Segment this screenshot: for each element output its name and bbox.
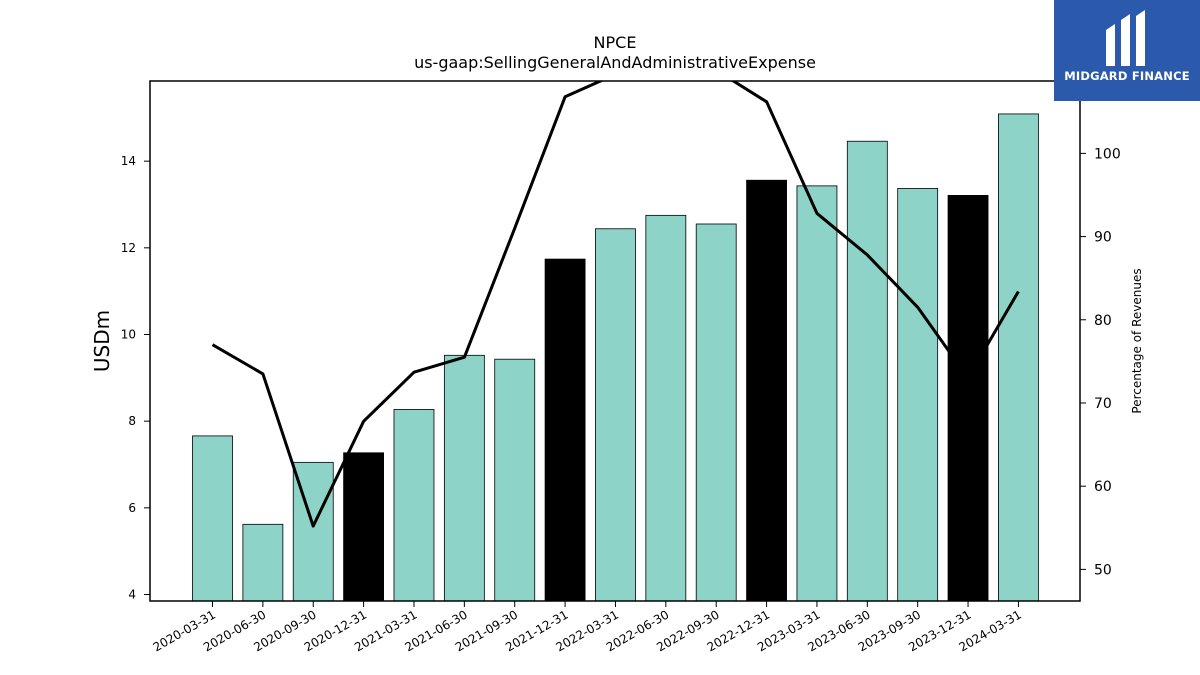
brand-logo: MIDGARD FINANCE xyxy=(1054,0,1200,101)
bar-2022-06-30 xyxy=(645,214,687,602)
bar-2021-12-31 xyxy=(544,258,586,602)
bar-2022-09-30 xyxy=(695,223,737,602)
y2-tick-label: 90 xyxy=(1094,230,1112,246)
chart-title: NPCE xyxy=(594,33,637,52)
y-tick-label: 14 xyxy=(121,154,136,168)
logo-mark-icon xyxy=(1106,10,1145,66)
bar-2023-09-30 xyxy=(897,188,939,602)
y-axis-right: 50 60 70 80 90 100 xyxy=(1080,146,1121,578)
bar-series xyxy=(192,113,1039,602)
y-tick-label: 10 xyxy=(121,328,136,342)
bar-2020-06-30 xyxy=(242,523,284,602)
y-tick-label: 12 xyxy=(121,241,136,255)
line-series xyxy=(211,81,1020,528)
y2-tick-label: 70 xyxy=(1094,396,1112,412)
bar-2022-12-31 xyxy=(746,179,787,602)
bar-2023-03-31 xyxy=(796,185,838,602)
y2-tick-label: 60 xyxy=(1094,479,1112,495)
y-tick-label: 4 xyxy=(128,588,136,602)
percentage-line xyxy=(211,81,1020,528)
y2-tick-label: 80 xyxy=(1094,313,1112,329)
y-tick-label: 6 xyxy=(128,501,136,515)
bar-2022-03-31 xyxy=(595,228,636,602)
y-axis-left: 4 6 8 10 12 14 xyxy=(121,154,150,602)
y2-tick-label: 100 xyxy=(1094,146,1121,162)
logo-text: MIDGARD FINANCE xyxy=(1064,69,1190,83)
bar-2020-03-31 xyxy=(192,435,233,602)
y-tick-label: 8 xyxy=(128,414,136,428)
y2-axis-label: Percentage of Revenues xyxy=(1130,268,1144,413)
bar-2024-03-31 xyxy=(998,113,1039,602)
bar-2021-06-30 xyxy=(443,354,485,602)
bar-2023-06-30 xyxy=(846,140,888,602)
y2-tick-label: 50 xyxy=(1094,562,1112,578)
chart-subtitle: us-gaap:SellingGeneralAndAdministrativeE… xyxy=(414,53,816,72)
y-axis-label: USDm xyxy=(90,310,114,372)
bar-2023-12-31 xyxy=(947,194,989,602)
x-axis: 2020-03-312020-06-302020-09-302020-12-31… xyxy=(151,601,1024,654)
bar-2021-09-30 xyxy=(494,358,536,602)
bar-2021-03-31 xyxy=(393,409,435,602)
bar-2020-12-31 xyxy=(343,452,385,602)
